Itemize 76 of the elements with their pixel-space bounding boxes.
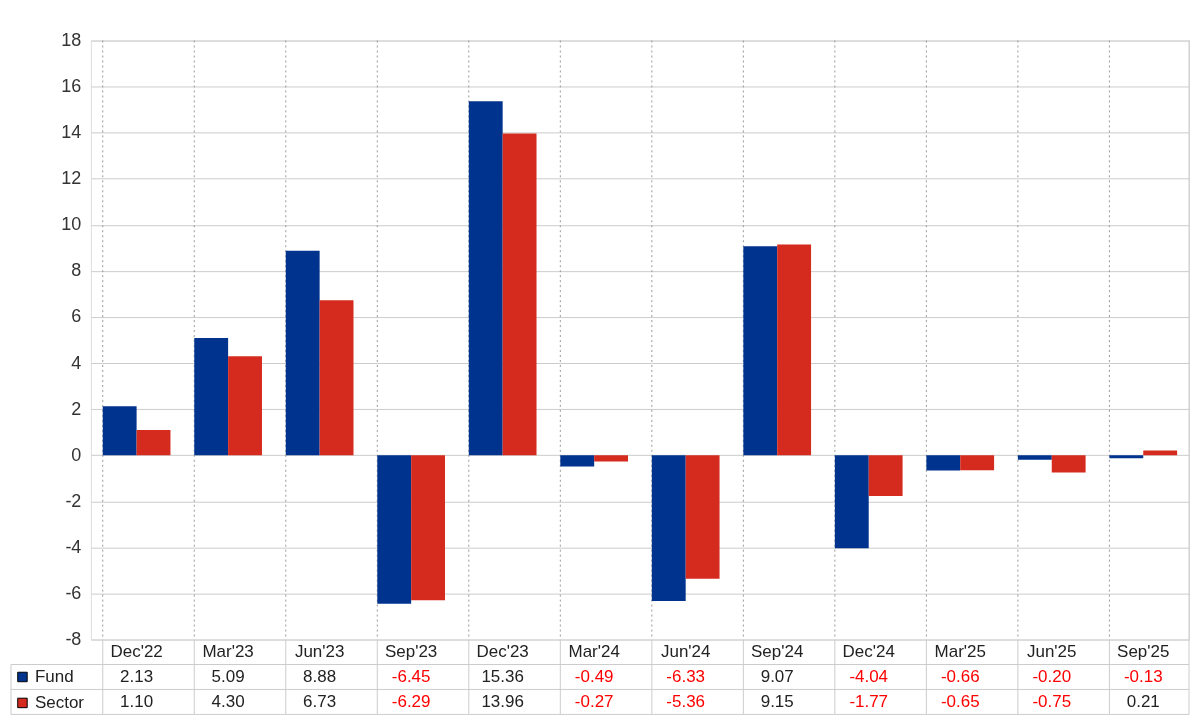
bar — [228, 356, 262, 456]
x-tick-label: Dec'22 — [110, 642, 163, 662]
data-label: 0.21 — [1126, 691, 1160, 711]
data-label: -4.04 — [849, 666, 889, 686]
bar — [377, 455, 412, 604]
bar — [1109, 455, 1144, 459]
bar — [834, 455, 869, 549]
x-tick-label: Jun'23 — [294, 642, 345, 662]
y-tick-label: 0 — [71, 444, 82, 465]
data-label: 2.13 — [120, 666, 154, 686]
bar — [136, 429, 171, 456]
bar — [1017, 455, 1052, 460]
bar — [926, 455, 961, 471]
bar — [685, 455, 720, 579]
bar — [502, 133, 537, 456]
data-label: -0.75 — [1032, 691, 1072, 711]
bar — [285, 250, 320, 456]
y-tick-label: 8 — [71, 260, 82, 281]
y-tick-label: 18 — [61, 30, 82, 51]
data-label: 15.36 — [481, 666, 524, 686]
data-label: -6.29 — [391, 691, 431, 711]
y-tick-label: -6 — [65, 582, 82, 603]
data-label: 13.96 — [481, 691, 524, 711]
legend-label: Sector — [34, 692, 85, 712]
x-tick-label: Sep'25 — [1117, 642, 1170, 662]
y-tick-label: 4 — [71, 352, 82, 373]
data-label: 9.15 — [760, 691, 794, 711]
x-tick-label: Dec'24 — [842, 642, 895, 662]
legend-label: Fund — [34, 666, 74, 686]
data-label: -0.27 — [574, 691, 614, 711]
data-label: 1.10 — [120, 691, 154, 711]
data-label: 4.30 — [211, 691, 245, 711]
bar — [468, 101, 503, 456]
y-tick-label: -2 — [65, 490, 82, 511]
data-label: -0.49 — [574, 666, 614, 686]
x-tick-label: Jun'25 — [1027, 642, 1077, 662]
data-label: 5.09 — [211, 666, 245, 686]
bar — [1143, 450, 1178, 456]
x-tick-label: Mar'25 — [934, 642, 986, 662]
bar — [319, 300, 354, 456]
bar — [743, 246, 778, 456]
y-tick-label: 16 — [61, 76, 82, 97]
bar — [651, 455, 686, 602]
bar — [194, 337, 229, 456]
data-label: 6.73 — [303, 691, 337, 711]
bar — [594, 455, 629, 462]
data-label: -1.77 — [849, 691, 889, 711]
y-tick-label: -4 — [65, 536, 82, 557]
data-label: -0.66 — [940, 666, 980, 686]
y-tick-label: 10 — [61, 214, 82, 235]
bar — [560, 455, 595, 467]
y-tick-label: 14 — [61, 122, 82, 143]
bar — [777, 244, 812, 456]
x-tick-label: Sep'23 — [384, 642, 438, 662]
bar — [411, 455, 446, 601]
x-tick-label: Mar'23 — [202, 642, 254, 662]
x-tick-label: Sep'24 — [751, 642, 804, 662]
bar — [868, 455, 903, 496]
bar — [960, 455, 995, 471]
data-label: -6.33 — [666, 666, 706, 686]
y-tick-label: 12 — [61, 168, 82, 189]
data-label: -0.13 — [1123, 666, 1163, 686]
y-tick-label: -8 — [65, 629, 82, 650]
bar — [102, 406, 137, 456]
data-label: 8.88 — [303, 666, 337, 686]
x-tick-label: Mar'24 — [568, 642, 620, 662]
bar — [1051, 455, 1086, 473]
data-label: -5.36 — [666, 691, 706, 711]
data-label: -0.20 — [1032, 666, 1072, 686]
x-tick-label: Dec'23 — [476, 642, 529, 662]
y-tick-label: 6 — [71, 306, 82, 327]
data-label: -0.65 — [940, 691, 980, 711]
x-tick-label: Jun'24 — [660, 642, 711, 662]
y-tick-label: 2 — [71, 398, 82, 419]
data-label: -6.45 — [391, 666, 431, 686]
data-label: 9.07 — [760, 666, 794, 686]
